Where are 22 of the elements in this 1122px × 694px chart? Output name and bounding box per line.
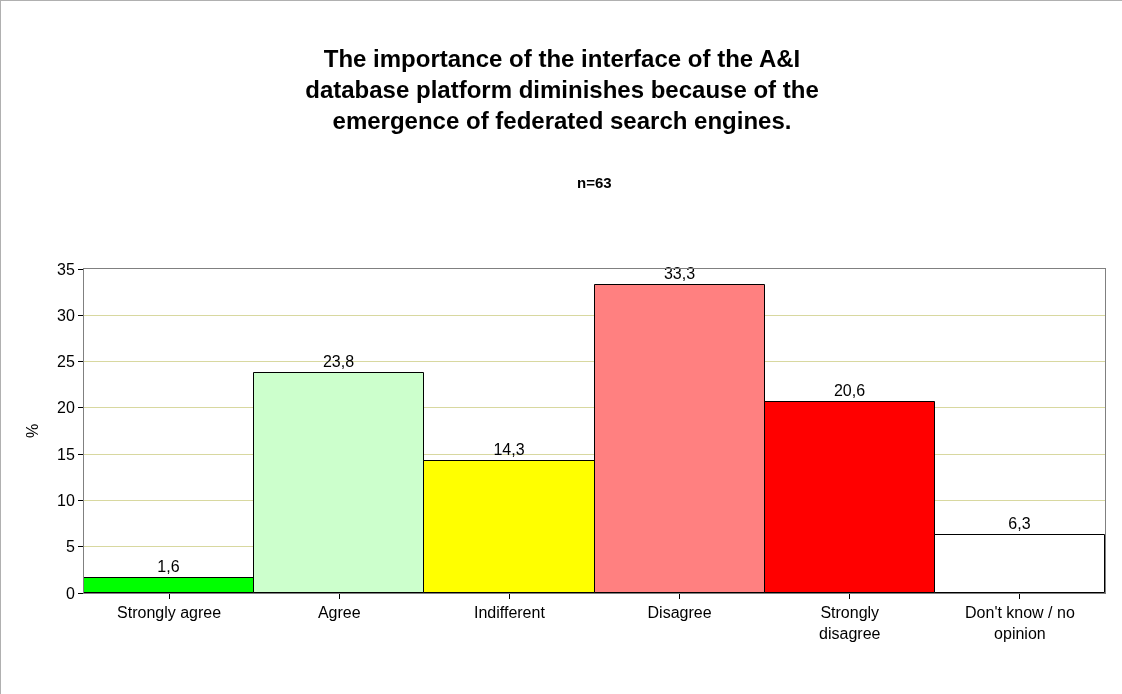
data-label: 6,3 [1008,514,1031,532]
data-label: 23,8 [322,352,355,370]
y-tick-label: 25 [57,353,75,371]
y-tick-label: 0 [65,584,75,602]
data-label: 1,6 [157,557,180,575]
x-tick-label: Agree [317,604,361,622]
y-tick-label: 15 [57,445,75,463]
x-tick-label: Don't know / no opinion [965,604,1075,642]
chart-title: The importance of the interface of the A&I database platform diminishes because of the emergence of federated search engines. [305,44,819,135]
y-tick-label: 35 [57,260,75,278]
x-tick-label: Indifferent [473,604,546,622]
data-label: 20,6 [833,381,866,399]
data-label: 14,3 [493,440,525,458]
x-tick-label: Strongly agree [117,604,222,622]
x-tick-label: Disagree [647,604,712,622]
y-axis-title: % [23,423,41,439]
chart-subtitle: n=63 [577,174,612,191]
y-tick-label: 20 [57,399,75,417]
y-tick-label: 30 [57,306,75,324]
y-tick-label: 10 [57,492,75,510]
y-tick-label: 5 [65,538,75,556]
x-tick-label: Strongly disagree [819,604,881,642]
